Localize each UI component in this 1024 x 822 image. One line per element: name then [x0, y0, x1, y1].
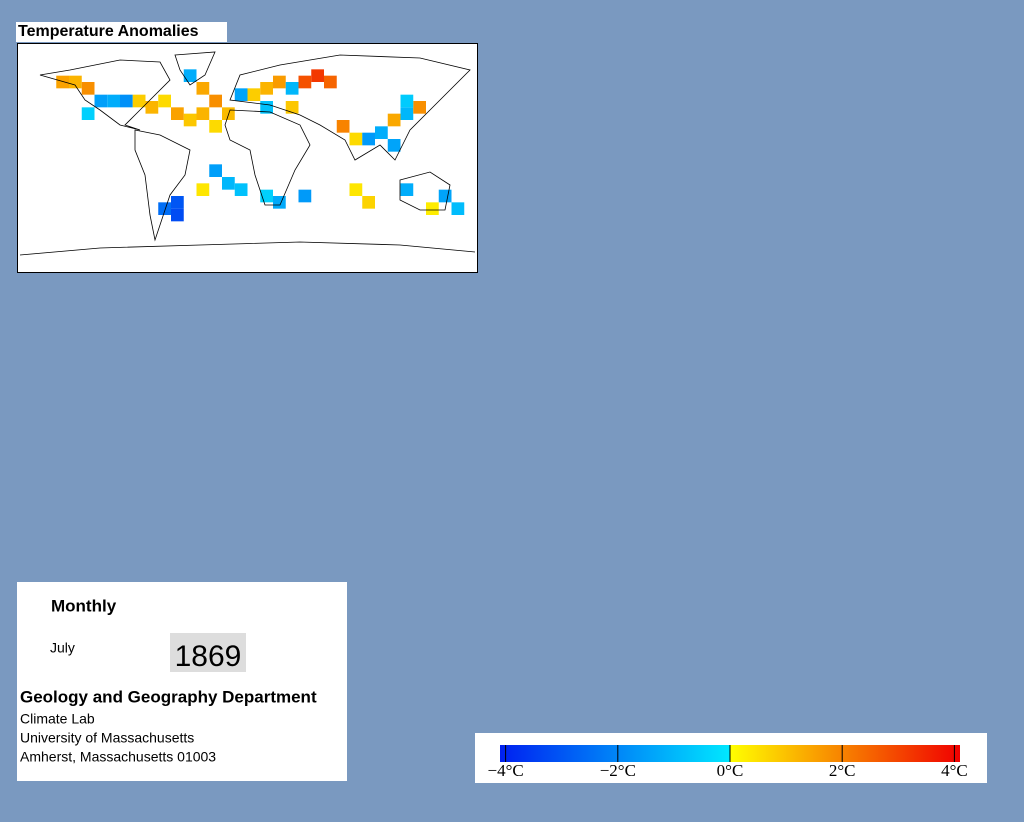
anomaly-cell — [209, 120, 222, 133]
anomaly-cell — [234, 88, 248, 101]
anomaly-cell — [298, 189, 312, 203]
eurasia — [229, 54, 471, 161]
antarctica — [19, 241, 476, 256]
anomaly-cell — [171, 196, 184, 209]
year-box — [170, 633, 246, 672]
anomaly-cell — [387, 113, 401, 127]
coastlines — [19, 51, 476, 256]
anomaly-cell — [400, 107, 414, 120]
colorbar: −4°C −2°C 0°C 2°C 4°C — [487, 745, 968, 780]
colorbar-tick-label: −4°C — [487, 761, 523, 780]
anomaly-cell — [273, 196, 286, 209]
anomaly-cell — [158, 202, 171, 215]
anomaly-cell — [336, 120, 350, 133]
anomaly-cell — [107, 94, 120, 108]
anomaly-cell — [81, 82, 95, 95]
anomaly-cell — [196, 107, 210, 120]
anomaly-cell — [426, 202, 439, 215]
anomaly-cell — [349, 183, 363, 196]
anomaly-cell — [120, 94, 133, 108]
anomaly-cell — [413, 101, 426, 114]
anomaly-cell — [260, 82, 273, 95]
anomaly-cell — [196, 183, 210, 196]
anomaly-cell — [56, 75, 69, 89]
anomaly-cell — [183, 69, 197, 82]
anomaly-cell — [196, 82, 210, 95]
australia — [399, 171, 451, 211]
anomaly-cell — [132, 94, 146, 108]
anomaly-cell — [400, 183, 414, 196]
anomaly-cell — [209, 94, 222, 108]
info-line: Amherst, Massachusetts 01003 — [20, 749, 216, 765]
anomaly-cell — [438, 189, 452, 203]
anomaly-cell — [209, 164, 222, 177]
anomaly-cell — [81, 107, 95, 120]
greenland — [174, 51, 216, 86]
anomaly-cell — [349, 132, 363, 146]
anomaly-cell — [145, 101, 159, 114]
year: 1869 — [175, 640, 242, 673]
anomaly-cell — [451, 202, 465, 215]
south-america — [134, 129, 191, 242]
anomaly-cell — [234, 183, 248, 196]
anomaly-cell — [285, 101, 299, 114]
anomaly-cell — [69, 75, 82, 89]
map-panel — [17, 43, 478, 273]
colorbar-tick-label: 2°C — [829, 761, 856, 780]
anomaly-cell — [171, 107, 184, 120]
anomaly-cell — [375, 126, 388, 139]
period: Monthly — [51, 596, 117, 615]
department: Geology and Geography Department — [20, 687, 317, 706]
anomaly-cell — [285, 82, 299, 95]
colorbar-tick-label: 0°C — [717, 761, 744, 780]
colorbar-tick-label: −2°C — [600, 761, 636, 780]
title-box — [16, 22, 227, 42]
info-line: Climate Lab — [20, 711, 95, 727]
anomaly-cell — [362, 132, 375, 146]
anomaly-cell — [298, 75, 312, 89]
anomaly-cell — [362, 196, 375, 209]
anomaly-cell — [171, 208, 184, 222]
north-america — [39, 59, 171, 131]
anomaly-cell — [183, 113, 197, 127]
info-panel — [17, 582, 347, 781]
anomaly-cell — [247, 88, 261, 101]
africa — [224, 109, 311, 206]
colorbar-tick-label: 4°C — [941, 761, 968, 780]
anomaly-cell — [222, 177, 235, 190]
anomaly-cell — [400, 94, 414, 108]
anomaly-cells — [56, 69, 465, 222]
anomaly-cell — [94, 94, 108, 108]
anomaly-cell — [324, 75, 337, 89]
month: July — [50, 640, 75, 656]
anomaly-cell — [273, 75, 286, 89]
anomaly-cell — [311, 69, 324, 82]
anomaly-cell — [387, 139, 401, 152]
info-line: University of Massachusetts — [20, 730, 194, 746]
anomaly-cell — [158, 94, 171, 108]
map-title: Temperature Anomalies — [18, 23, 199, 40]
